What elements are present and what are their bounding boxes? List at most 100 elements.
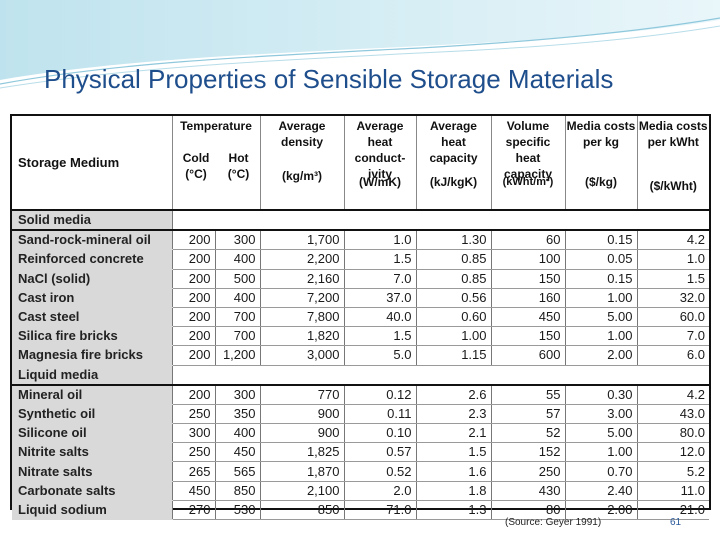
- properties-table-container: Storage Medium Temperature Cold (°C) Hot…: [10, 114, 711, 521]
- value-cell: 200: [172, 326, 216, 347]
- value-cell: 57: [491, 404, 566, 425]
- value-cell: 0.05: [565, 249, 638, 270]
- value-cell: 200: [172, 288, 216, 308]
- value-cell: 1.0: [344, 230, 417, 251]
- value-cell: 350: [215, 404, 261, 425]
- material-name-cell: Silica fire bricks: [12, 326, 173, 347]
- value-cell: 55: [491, 384, 566, 405]
- value-cell: 7.0: [344, 269, 417, 289]
- value-cell: 6.0: [637, 345, 709, 366]
- value-cell: 250: [172, 442, 216, 463]
- value-cell: 0.15: [565, 230, 638, 251]
- page-number: 61: [670, 517, 682, 528]
- value-cell: 0.30: [565, 384, 638, 405]
- value-cell: 5.2: [637, 461, 709, 482]
- value-cell: 200: [172, 249, 216, 270]
- value-cell: 250: [172, 404, 216, 425]
- header-media-cost-kwh-label: Media costs per kWht: [638, 119, 708, 149]
- value-cell: 7.0: [637, 326, 709, 347]
- header-hot-unit: (°C): [227, 167, 250, 181]
- value-cell: 565: [215, 461, 261, 482]
- value-cell: 37.0: [344, 288, 417, 308]
- value-cell: 1.30: [416, 230, 492, 251]
- value-cell: 770: [260, 384, 345, 405]
- value-cell: 1.5: [637, 269, 709, 289]
- group-spacer: [172, 210, 709, 232]
- table-row: Mineral oil 200 300 770 0.12 2.6 55 0.30 4.2: [12, 384, 709, 405]
- value-cell: 1.6: [416, 461, 492, 482]
- value-cell: 430: [491, 481, 566, 501]
- value-cell: 0.11: [344, 404, 417, 425]
- header-media-cost-kwh: Media costs per kWht ($/kWht): [637, 116, 709, 210]
- source-citation: (Source: Geyer 1991): [505, 517, 602, 528]
- material-name-cell: Magnesia fire bricks: [12, 345, 173, 366]
- header-volume-capacity-unit: (kWht/m³): [502, 176, 554, 188]
- value-cell: 7,200: [260, 288, 345, 308]
- table-row: Magnesia fire bricks 200 1,200 3,000 5.0 1.15…: [12, 345, 709, 366]
- value-cell: 300: [215, 384, 261, 405]
- value-cell: 1.5: [416, 442, 492, 463]
- value-cell: 270: [172, 500, 216, 521]
- value-cell: 700: [215, 307, 261, 328]
- value-cell: 0.52: [344, 461, 417, 482]
- table-row: Synthetic oil 250 350 900 0.11 2.3 57 3.00 43.0: [12, 404, 709, 425]
- value-cell: 2,100: [260, 481, 345, 501]
- value-cell: 150: [491, 326, 566, 347]
- value-cell: 150: [491, 269, 566, 289]
- table-row: Cast iron 200 400 7,200 37.0 0.56 160 1.00 32.0: [12, 288, 709, 308]
- value-cell: 1.00: [565, 326, 638, 347]
- table-row: Silicone oil 300 400 900 0.10 2.1 52 5.00 80.0: [12, 423, 709, 444]
- header-media-cost-kg-label: Media costs per kg: [566, 119, 636, 149]
- value-cell: 200: [172, 345, 216, 366]
- header-temperature-label: Temperature: [180, 119, 252, 133]
- value-cell: 2.00: [565, 500, 638, 521]
- table-header-row: Storage Medium Temperature Cold (°C) Hot…: [12, 116, 709, 210]
- header-storage-medium: Storage Medium: [12, 116, 173, 210]
- header-density-unit: (kg/m³): [282, 169, 322, 183]
- value-cell: 2.1: [416, 423, 492, 444]
- material-name-cell: Synthetic oil: [12, 404, 173, 425]
- value-cell: 400: [215, 249, 261, 270]
- header-conductivity-label: Average heat conduct-ivity: [354, 119, 406, 181]
- header-cold: Cold: [182, 151, 210, 165]
- table-row: Nitrite salts 250 450 1,825 0.57 1.5 152 1.00 12…: [12, 442, 709, 463]
- value-cell: 400: [215, 423, 261, 444]
- value-cell: 600: [491, 345, 566, 366]
- material-name-cell: Carbonate salts: [12, 481, 173, 501]
- group-label: Solid media: [12, 210, 173, 232]
- value-cell: 3.00: [565, 404, 638, 425]
- header-conductivity-unit: (W/mK): [359, 175, 401, 189]
- value-cell: 0.60: [416, 307, 492, 328]
- header-media-cost-kwh-unit: ($/kWht): [649, 179, 697, 193]
- value-cell: 60: [491, 230, 566, 251]
- value-cell: 4.2: [637, 384, 709, 405]
- value-cell: 0.56: [416, 288, 492, 308]
- value-cell: 0.70: [565, 461, 638, 482]
- value-cell: 43.0: [637, 404, 709, 425]
- value-cell: 52: [491, 423, 566, 444]
- table-row: Sand-rock-mineral oil 200 300 1,700 1.0 1.30 6…: [12, 230, 709, 251]
- header-heat-capacity-unit: (kJ/kgK): [429, 175, 478, 189]
- value-cell: 1.5: [344, 249, 417, 270]
- value-cell: 100: [491, 249, 566, 270]
- value-cell: 5.00: [565, 307, 638, 328]
- value-cell: 1,870: [260, 461, 345, 482]
- header-density: Average density (kg/m³): [260, 116, 345, 210]
- value-cell: 3,000: [260, 345, 345, 366]
- material-name-cell: Sand-rock-mineral oil: [12, 230, 173, 251]
- value-cell: 530: [215, 500, 261, 521]
- material-name-cell: Reinforced concrete: [12, 249, 173, 270]
- value-cell: 200: [172, 384, 216, 405]
- group-header-row: Liquid media: [12, 365, 709, 386]
- header-cold-unit: (°C): [185, 167, 207, 181]
- value-cell: 60.0: [637, 307, 709, 328]
- value-cell: 80: [491, 500, 566, 521]
- value-cell: 0.85: [416, 249, 492, 270]
- value-cell: 1.00: [565, 288, 638, 308]
- value-cell: 2,200: [260, 249, 345, 270]
- value-cell: 850: [215, 481, 261, 501]
- table-row: Nitrate salts 265 565 1,870 0.52 1.6 250 0.70 5.…: [12, 461, 709, 482]
- value-cell: 900: [260, 404, 345, 425]
- value-cell: 1.00: [416, 326, 492, 347]
- value-cell: 40.0: [344, 307, 417, 328]
